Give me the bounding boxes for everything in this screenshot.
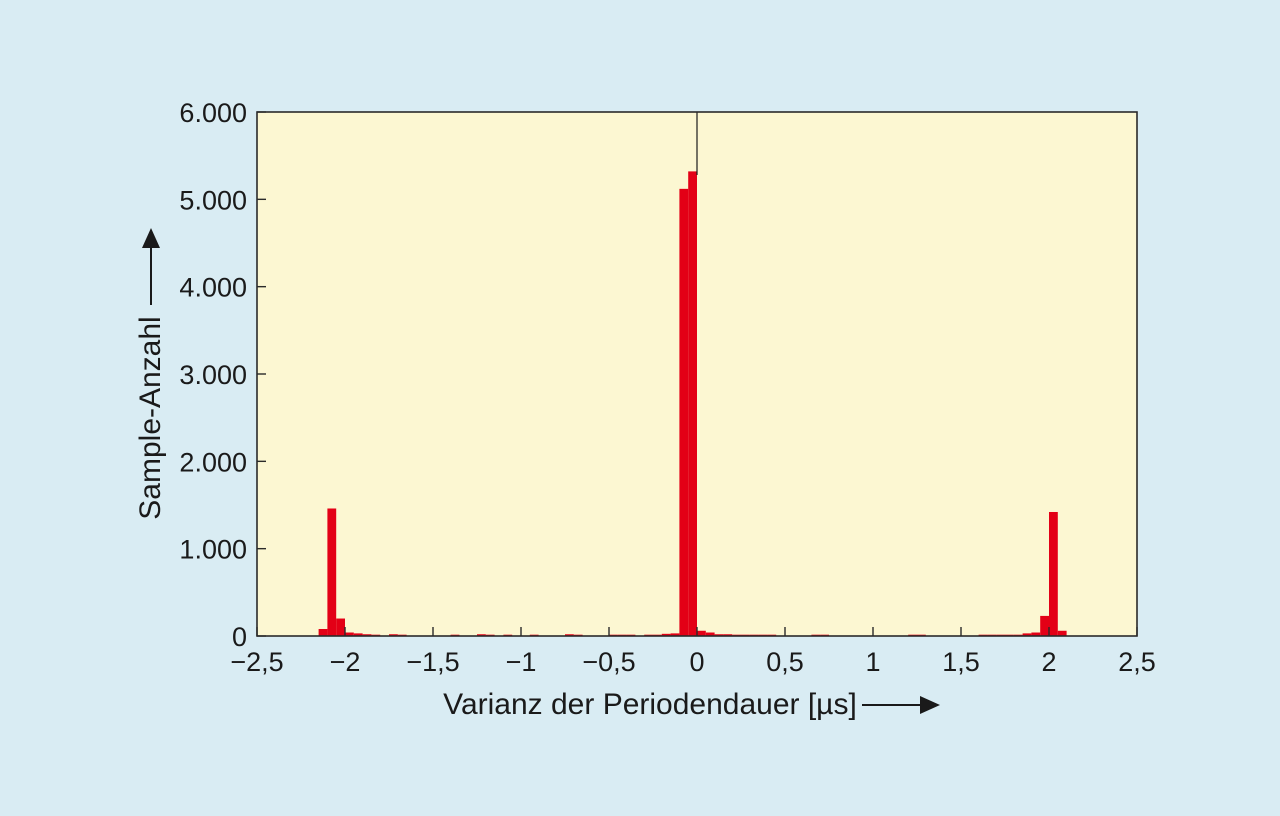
histogram-bar <box>327 508 337 636</box>
histogram-bar <box>1040 615 1049 636</box>
x-tick-label: 2 <box>1041 647 1056 677</box>
x-tick-label: 2,5 <box>1118 647 1156 677</box>
y-axis-arrow-icon <box>142 228 160 305</box>
histogram-bar <box>1057 630 1067 636</box>
histogram-bar <box>714 634 724 636</box>
histogram-bar <box>336 618 345 636</box>
y-tick-label: 1.000 <box>179 535 247 565</box>
y-tick-label: 4.000 <box>179 273 247 303</box>
x-tick-label: −1 <box>506 647 537 677</box>
histogram-bar <box>705 632 715 636</box>
x-tick-label: 1,5 <box>942 647 980 677</box>
histogram-bar <box>697 630 706 636</box>
histogram-bar <box>679 188 689 636</box>
x-tick-label: −0,5 <box>582 647 635 677</box>
histogram-bar <box>688 171 697 636</box>
y-tick-label: 0 <box>232 622 247 652</box>
x-tick-label: −2 <box>330 647 361 677</box>
histogram-bar <box>362 634 372 636</box>
x-tick-label: 1 <box>865 647 880 677</box>
histogram-bar <box>318 629 328 636</box>
x-tick-label: −2,5 <box>230 647 283 677</box>
y-axis-ticks: 0 1.000 2.000 3.000 4.000 5.000 6.000 <box>179 98 266 652</box>
x-axis-title: Varianz der Periodendauer [µs] <box>443 688 857 721</box>
y-tick-label: 3.000 <box>179 360 247 390</box>
y-axis-title: Sample-Anzahl <box>134 316 167 519</box>
histogram-bar <box>389 634 398 636</box>
x-axis-ticks: −2,5 −2 −1,5 −1 −0,5 0 0,5 1 1,5 2 2,5 <box>230 627 1156 677</box>
x-tick-label: 0 <box>689 647 704 677</box>
histogram-bar <box>353 633 363 636</box>
histogram-bar <box>1022 633 1032 636</box>
histogram-bar <box>1031 632 1041 636</box>
histogram-bar <box>1049 511 1058 636</box>
histogram-bar <box>565 634 574 636</box>
histogram-bar <box>723 634 733 636</box>
histogram-bar <box>345 632 354 636</box>
histogram-bar <box>670 633 680 636</box>
histogram-bar <box>477 634 486 636</box>
x-tick-label: −1,5 <box>406 647 459 677</box>
histogram-bar <box>661 633 671 636</box>
y-tick-label: 5.000 <box>179 185 247 215</box>
y-tick-label: 2.000 <box>179 447 247 477</box>
x-axis-arrow-icon <box>862 696 940 714</box>
y-tick-label: 6.000 <box>179 98 247 128</box>
x-tick-label: 0,5 <box>766 647 804 677</box>
